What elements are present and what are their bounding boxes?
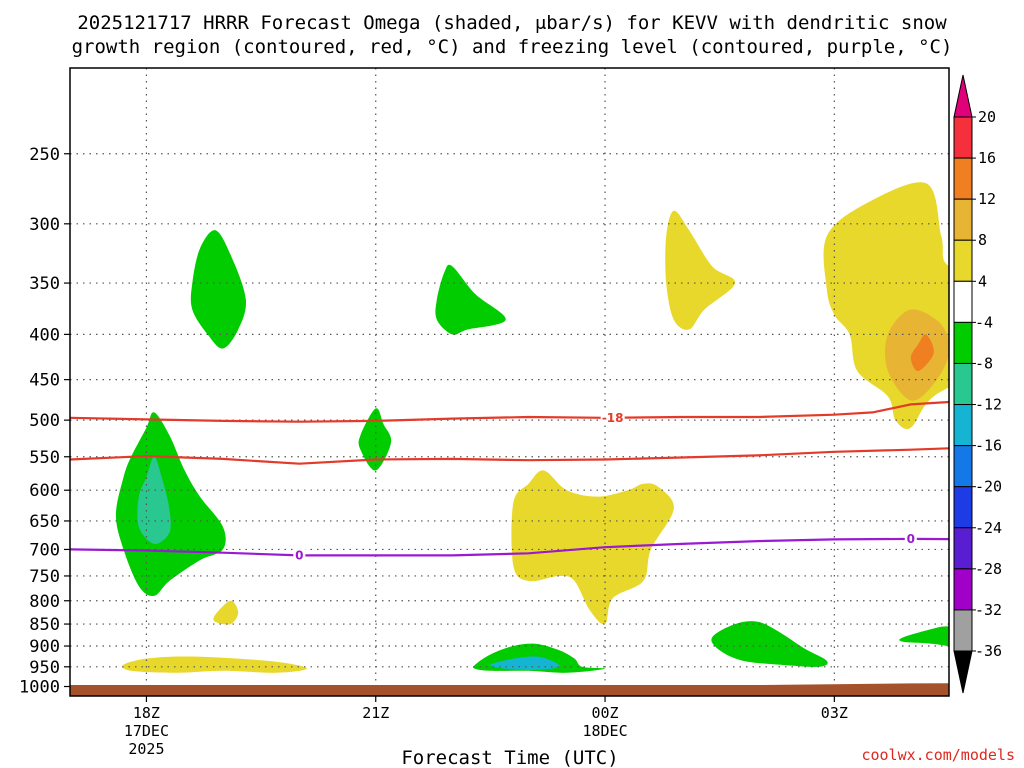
y-tick-label-1000: 1000 (19, 678, 60, 698)
ground-surface (70, 683, 949, 696)
x-tick-label-21Z: 21Z (362, 704, 389, 722)
colorbar-swatch-6 (953, 362, 973, 406)
colorbar-swatch-4 (953, 280, 973, 323)
axes: 2503003504004505005506006507007508008509… (19, 67, 950, 758)
colorbar-label-6: -8 (975, 354, 993, 372)
credit-text: coolwx.com/models (861, 746, 1015, 764)
omega-region-11 (122, 656, 307, 673)
colorbar-swatch-1 (953, 157, 973, 200)
y-tick-label-700: 700 (29, 540, 60, 560)
chart-title-line2: growth region (contoured, red, °C) and f… (72, 36, 953, 58)
y-tick-label-400: 400 (29, 325, 60, 345)
colorbar-label-9: -20 (975, 478, 1002, 496)
colorbar-swatch-0 (953, 116, 973, 159)
colorbar-bottom-arrow (953, 650, 973, 694)
dgz-label-bg (600, 410, 625, 425)
colorbar-label-12: -32 (975, 601, 1002, 619)
y-tick-label-450: 450 (29, 371, 60, 391)
colorbar-label-1: 16 (978, 149, 996, 167)
y-tick-label-800: 800 (29, 592, 60, 612)
chart-title-line1: 2025121717 HRRR Forecast Omega (shaded, … (77, 12, 947, 34)
omega-region-6 (115, 412, 226, 597)
y-tick-label-550: 550 (29, 448, 60, 468)
colorbar-label-3: 8 (978, 231, 987, 249)
y-tick-label-500: 500 (29, 411, 60, 431)
colorbar-swatch-11 (953, 568, 973, 611)
freezing-level-label-1: 0 (907, 532, 915, 546)
colorbar-swatch-10 (953, 527, 973, 570)
omega-region-2 (665, 210, 736, 330)
colorbar-label-13: -36 (975, 642, 1002, 660)
colorbar-swatch-2 (953, 198, 973, 241)
y-tick-label-850: 850 (29, 615, 60, 635)
omega-region-8 (358, 408, 392, 471)
colorbar-label-7: -12 (975, 396, 1002, 414)
colorbar-swatch-12 (953, 609, 973, 652)
y-tick-label-250: 250 (29, 145, 60, 165)
colorbar-swatch-9 (953, 486, 973, 529)
dgz-contour-0 (70, 400, 949, 423)
omega-region-1 (435, 264, 506, 335)
omega-region-7 (137, 456, 171, 545)
colorbar-swatch-5 (953, 321, 973, 364)
x-tick-sublabel-00Z: 18DEC (582, 722, 627, 740)
colorbar-label-5: -4 (975, 313, 993, 331)
plot-area: -18 0 0 (70, 68, 949, 696)
freezing-level-label-0: 0 (295, 548, 303, 562)
colorbar-label-10: -24 (975, 519, 1002, 537)
freezing-level-line (70, 537, 949, 557)
y-tick-label-950: 950 (29, 658, 60, 678)
y-tick-label-350: 350 (29, 274, 60, 294)
x-tick-year-18Z: 2025 (128, 740, 164, 758)
plot-frame (69, 67, 950, 697)
y-tick-label-600: 600 (29, 481, 60, 501)
dgz-contour-label: -18 (602, 411, 624, 425)
freezing-label-bg-1 (904, 531, 917, 546)
x-axis-label: Forecast Time (UTC) (401, 747, 618, 768)
freezing-label-bg-0 (293, 548, 306, 563)
grid (70, 68, 949, 696)
colorbar-swatch-3 (953, 239, 973, 282)
omega-region-5 (910, 334, 934, 372)
dgz-contour-1 (70, 447, 949, 465)
y-tick-label-650: 650 (29, 512, 60, 532)
colorbar-label-11: -28 (975, 560, 1002, 578)
colorbar: 20 16 12 8 4 -4 -8 -12 -16 -20 -24 -28 -32 -36 (953, 74, 1002, 694)
colorbar-swatch-8 (953, 445, 973, 488)
x-tick-label-00Z: 00Z (591, 704, 618, 722)
omega-region-14 (711, 621, 828, 667)
omega-region-15 (899, 626, 949, 647)
colorbar-label-4: 4 (978, 272, 987, 290)
x-tick-label-03Z: 03Z (821, 704, 848, 722)
colorbar-label-2: 12 (978, 190, 996, 208)
omega-region-0 (190, 230, 247, 349)
y-tick-label-900: 900 (29, 637, 60, 657)
colorbar-label-8: -16 (975, 437, 1002, 455)
x-tick-label-18Z: 18Z (133, 704, 160, 722)
y-tick-label-750: 750 (29, 567, 60, 587)
colorbar-top-arrow (953, 74, 973, 118)
y-tick-label-300: 300 (29, 215, 60, 235)
omega-region-13 (490, 656, 560, 671)
omega-region-10 (213, 600, 239, 625)
colorbar-swatch-7 (953, 404, 973, 447)
x-tick-sublabel-18Z: 17DEC (124, 722, 169, 740)
colorbar-label-0: 20 (978, 108, 996, 126)
